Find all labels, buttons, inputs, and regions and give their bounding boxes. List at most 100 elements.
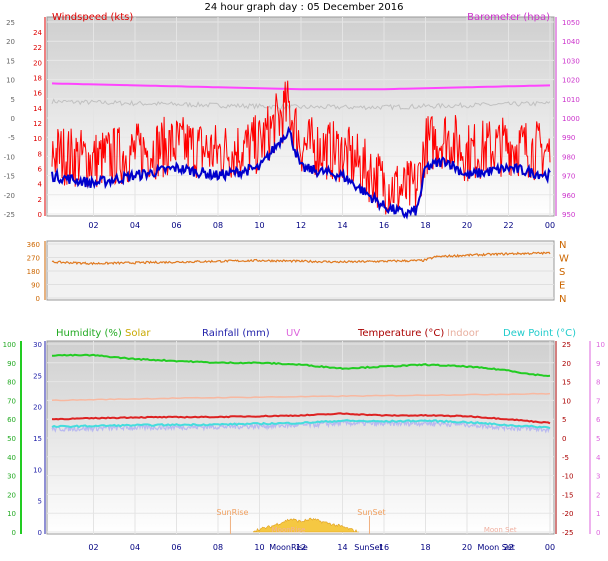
right-axis-tick: 1050 — [562, 19, 580, 27]
uv-axis-tick: 4 — [596, 454, 601, 462]
panel1-series — [51, 80, 551, 220]
left-axis-tick: 16 — [33, 90, 42, 98]
right-axis-tick: 950 — [562, 211, 575, 219]
moonset-label: Moon Set — [484, 526, 517, 534]
left-axis-tick: 4 — [38, 181, 43, 189]
temperature-axis-tick: 15 — [562, 379, 571, 387]
rain-axis-tick: 5 — [38, 498, 42, 506]
right-axis-tick: 1020 — [562, 77, 580, 85]
solar-area — [253, 517, 360, 533]
humidity-line — [51, 353, 551, 378]
x-tick-label: 22 — [503, 543, 513, 552]
barometer-line — [51, 82, 551, 91]
left-axis-tick: 0 — [38, 211, 42, 219]
chart-title: 24 hour graph day : 05 December 2016 — [205, 2, 404, 13]
left-axis-b-tick: -25 — [4, 211, 15, 219]
right-axis-tick: 960 — [562, 192, 575, 200]
left-axis-tick: 2 — [38, 196, 42, 204]
sunset-label: SunSet — [357, 508, 385, 517]
temperature-axis-tick: 5 — [562, 416, 566, 424]
x-tick-label: 06 — [171, 543, 181, 552]
right-axis-tick: 1010 — [562, 96, 580, 104]
left-axis-b-tick: 15 — [6, 57, 15, 65]
left-axis-b-tick: -20 — [4, 192, 15, 200]
left-axis-b-tick: -10 — [4, 153, 15, 161]
sunrise-label: SunRise — [216, 508, 248, 517]
temperature-axis-tick: 25 — [562, 341, 571, 349]
rainfall-label: Rainfall (mm) — [202, 328, 270, 339]
left-axis-b-tick: 5 — [11, 96, 15, 104]
uv-label: UV — [286, 328, 300, 339]
left-axis-tick: 14 — [33, 105, 42, 113]
temperature-axis-tick: 10 — [562, 397, 571, 405]
x-tick-label: 12 — [296, 221, 306, 230]
moonrise-label: MoonRise — [272, 526, 306, 534]
rain-axis-tick: 10 — [33, 466, 42, 474]
temperature-axis-tick: 20 — [562, 360, 571, 368]
left-axis-tick: 8 — [38, 150, 42, 158]
uv-axis-tick: 9 — [596, 360, 600, 368]
x-tick-label: 10 — [254, 221, 264, 230]
uv-axis-tick: 3 — [596, 473, 600, 481]
right-axis-tick: 1040 — [562, 38, 580, 46]
compass-label: W — [559, 254, 569, 265]
direction-axis-tick: 270 — [27, 255, 40, 263]
wind-direction-line — [51, 251, 551, 266]
indoor-temp-line — [51, 392, 551, 402]
temperature-axis-tick: 0 — [562, 435, 566, 443]
humidity-axis-tick: 70 — [7, 397, 16, 405]
humidity-axis-tick: 50 — [7, 435, 16, 443]
x-tick-label: 20 — [462, 543, 472, 552]
uv-axis-tick: 2 — [596, 491, 600, 499]
left-axis-tick: 24 — [33, 29, 42, 37]
humidity-axis-tick: 40 — [7, 454, 16, 462]
left-axis-b-tick: 0 — [11, 115, 15, 123]
rain-axis-tick: 15 — [33, 435, 42, 443]
panel2-series — [51, 251, 551, 266]
humidity-axis-tick: 60 — [7, 416, 16, 424]
humidity-axis-tick: 30 — [7, 473, 16, 481]
dewpoint-line — [51, 419, 551, 430]
panel3-ticks: 1009080706050403020100302520151050252015… — [3, 341, 605, 552]
sunset-axis-label: SunSet — [354, 543, 382, 552]
uv-axis-tick: 8 — [596, 379, 600, 387]
x-tick-label: 16 — [379, 543, 389, 552]
left-axis-tick: 10 — [33, 135, 42, 143]
uv-axis-tick: 1 — [596, 510, 600, 518]
x-tick-label: 18 — [420, 221, 430, 230]
left-axis-tick: 22 — [33, 44, 42, 52]
humidity-label: Humidity (%) — [56, 328, 122, 339]
rain-axis-tick: 20 — [33, 404, 42, 412]
humidity-axis-tick: 0 — [12, 529, 16, 537]
left-axis-b-tick: -5 — [8, 134, 15, 142]
right-axis-tick: 990 — [562, 134, 575, 142]
direction-axis-tick: 90 — [31, 282, 40, 290]
baro-secondary-line — [51, 98, 551, 111]
uv-axis-tick: 10 — [596, 341, 605, 349]
humidity-axis-tick: 80 — [7, 379, 16, 387]
direction-axis-tick: 0 — [36, 295, 40, 303]
x-tick-label: 02 — [88, 221, 98, 230]
humidity-axis-tick: 100 — [3, 341, 16, 349]
temperature-axis-tick: -15 — [562, 491, 573, 499]
right-axis-tick: 970 — [562, 173, 575, 181]
x-tick-label: 04 — [130, 543, 140, 552]
x-tick-label: 06 — [171, 221, 181, 230]
left-axis-tick: 18 — [33, 75, 42, 83]
compass-label: S — [559, 267, 565, 278]
compass-label: N — [559, 240, 566, 251]
temperature-axis-tick: -20 — [562, 510, 573, 518]
indoor-label: Indoor — [447, 328, 480, 339]
panel3-series — [51, 353, 551, 533]
uv-axis-tick: 6 — [596, 416, 601, 424]
x-tick-label: 08 — [213, 221, 223, 230]
direction-axis-tick: 180 — [27, 268, 40, 276]
compass-label: E — [559, 281, 565, 292]
rain-axis-tick: 0 — [38, 529, 42, 537]
right-axis-tick: 1000 — [562, 115, 580, 123]
x-tick-label: 00 — [545, 221, 555, 230]
left-axis-b-tick: -15 — [4, 173, 15, 181]
moonrise-axis-label: MoonRise — [269, 543, 308, 552]
